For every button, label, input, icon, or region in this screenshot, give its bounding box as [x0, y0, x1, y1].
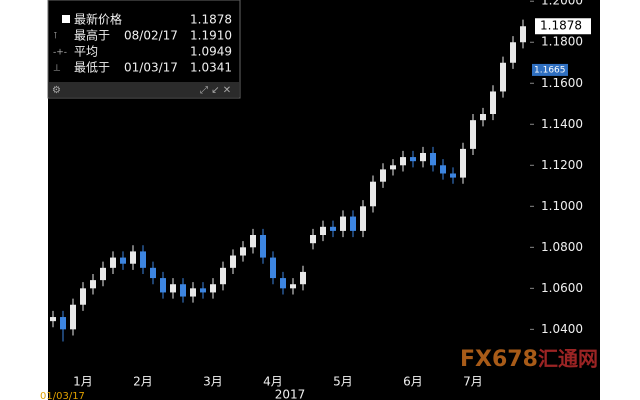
candle-body [260, 235, 266, 258]
legend-box: ⚙ ⤢ ↙ ✕ ⊺ -+- ⊥ 最新价格 1.1878 最高于 08/02/17 1.1… [47, 0, 241, 99]
x-tick-label: 2月 [133, 375, 153, 389]
candle-body [420, 152, 426, 162]
legend-label: 最高于 [74, 28, 110, 43]
candle-body [120, 257, 126, 264]
pin-icon[interactable]: ⤢ ↙ ✕ [200, 85, 231, 96]
candle-body [310, 235, 316, 244]
candle-body [360, 206, 366, 231]
price-tag-label: 1.1665 [534, 65, 566, 75]
start-date: 01/03/17 [40, 391, 85, 400]
candle-body [450, 173, 456, 178]
x-tick-label: 5月 [333, 375, 353, 389]
candle-body [330, 226, 336, 231]
candle-body [270, 257, 276, 279]
x-tick-label: 4月 [263, 375, 283, 389]
candle-body [190, 288, 196, 297]
legend-icon: ⊺ [53, 32, 58, 42]
price-tag [532, 63, 568, 76]
x-tick-label: 6月 [403, 375, 423, 389]
candle-body [230, 255, 236, 268]
y-tick-label: 1.1600 [541, 76, 583, 90]
candle-body [170, 284, 176, 293]
candle-body [510, 42, 516, 63]
candle-body [350, 216, 356, 231]
y-tick-label: 1.0400 [541, 322, 583, 336]
candle-body [70, 304, 76, 330]
legend-label: 最新价格 [74, 12, 122, 27]
candle-body [130, 251, 136, 264]
year-label: 2017 [275, 388, 306, 400]
candle-body [180, 284, 186, 297]
candle-body [300, 271, 306, 285]
y-tick-label: 1.0600 [541, 281, 583, 295]
candle-body [220, 267, 226, 285]
legend-date: 08/02/17 [124, 29, 178, 43]
candle-body [140, 251, 146, 268]
candle-body [520, 26, 526, 43]
candle-body [280, 278, 286, 289]
candle-body [410, 157, 416, 162]
legend-icon: -+- [53, 48, 67, 58]
candle-body [340, 216, 346, 231]
watermark: FX678 [460, 347, 538, 372]
candle-body [50, 317, 56, 322]
candle-body [370, 181, 376, 207]
candle-body [400, 157, 406, 166]
candle-body [500, 62, 506, 92]
candle-body [80, 288, 86, 305]
legend-label: 平均 [74, 45, 98, 59]
legend-swatch [62, 15, 70, 23]
candle-body [90, 280, 96, 289]
legend-value: 1.1910 [190, 29, 232, 43]
candle-body [210, 284, 216, 293]
candle-body [200, 288, 206, 293]
y-tick-label: 1.1000 [541, 199, 583, 213]
candle-body [440, 165, 446, 174]
candle-body [470, 120, 476, 149]
y-tick-label: 1.1400 [541, 117, 583, 131]
legend-value: 1.0949 [190, 45, 232, 59]
candle-body [110, 257, 116, 268]
candle-body [240, 247, 246, 256]
y-tick-label: 1.1800 [541, 35, 583, 49]
legend-date: 01/03/17 [124, 61, 178, 75]
x-tick-label: 7月 [463, 375, 483, 389]
legend-label: 最低于 [74, 61, 110, 75]
candle-body [160, 278, 166, 293]
candle-body [150, 267, 156, 279]
candle-body [430, 152, 436, 166]
legend-icon: ⊥ [53, 64, 61, 74]
last-price-label: 1.1878 [540, 19, 582, 33]
y-tick-label: 1.1200 [541, 158, 583, 172]
candle-body [250, 235, 256, 248]
y-tick-label: 1.2000 [541, 0, 583, 8]
x-tick-label: 1月 [73, 375, 93, 389]
legend-toolbar [49, 82, 239, 97]
candle-body [380, 169, 386, 182]
legend-value: 1.1878 [190, 13, 232, 27]
legend-frame [47, 0, 241, 99]
x-tick-label: 3月 [203, 375, 223, 389]
watermark: 汇通网 [538, 347, 598, 371]
y-tick-label: 1.0800 [541, 240, 583, 254]
legend-value: 1.0341 [190, 61, 232, 75]
plot [50, 19, 526, 342]
gear-icon[interactable]: ⚙ [52, 85, 61, 96]
last-price-tag [535, 18, 591, 35]
candle-body [390, 165, 396, 170]
candle-body [60, 317, 66, 330]
candle-body [290, 284, 296, 289]
candle-body [490, 91, 496, 115]
candle-body [100, 267, 106, 281]
candle-body [460, 148, 466, 178]
candle-body [320, 226, 326, 236]
candle-body [480, 114, 486, 121]
